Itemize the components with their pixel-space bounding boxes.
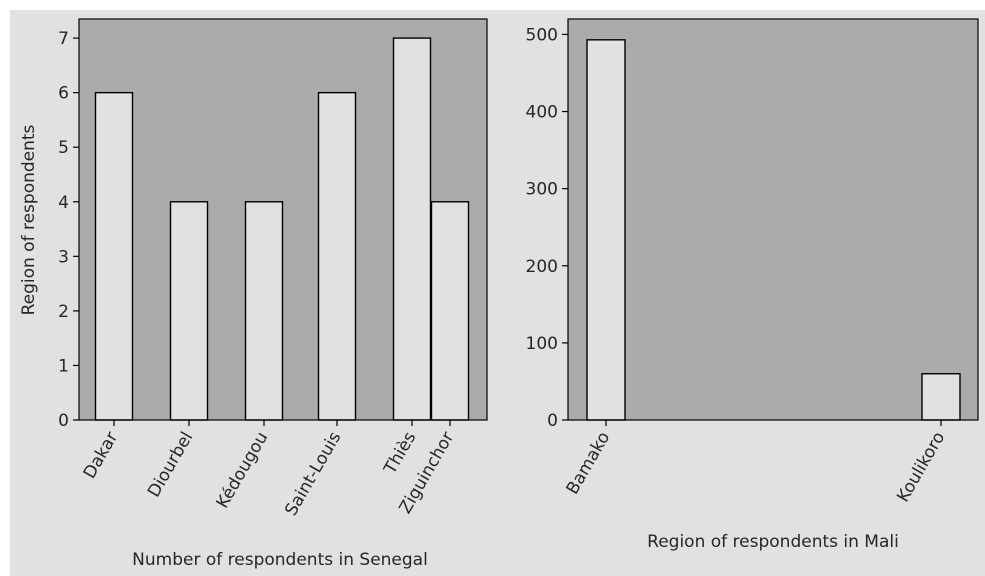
senegal-plot-frame — [78, 18, 488, 421]
mali-plot-area — [568, 19, 978, 420]
mali-y-tick-label: 200 — [526, 257, 558, 277]
senegal-x-axis-label: Number of respondents in Senegal — [132, 550, 428, 570]
senegal-y-axis-label: Region of respondents — [19, 124, 39, 315]
mali-y-tick-label: 500 — [526, 25, 558, 45]
senegal-bars — [94, 37, 470, 421]
senegal-bar-diourbel — [169, 201, 209, 421]
senegal-bar-dakar — [94, 91, 134, 421]
senegal-y-tick-label: 1 — [58, 356, 69, 376]
senegal-y-tick-label: 6 — [58, 84, 69, 104]
senegal-bar-ziguinchor — [430, 201, 470, 421]
senegal-y-tick-label: 2 — [58, 302, 69, 322]
mali-bar-koulikoro — [921, 373, 961, 421]
mali-y-tick-label: 0 — [547, 411, 558, 431]
senegal-y-tick-label: 3 — [58, 247, 69, 267]
mali-x-axis-label: Region of respondents in Mali — [647, 532, 899, 552]
mali-y-tick-label: 400 — [526, 103, 558, 123]
senegal-bar-saint-louis — [317, 91, 357, 421]
senegal-y-axis: 0 1 2 3 4 5 6 7 — [58, 29, 79, 431]
senegal-y-tick-label: 0 — [58, 411, 69, 431]
senegal-y-tick-label: 4 — [58, 193, 69, 213]
mali-y-axis: 0 100 200 300 400 500 — [526, 25, 568, 431]
mali-plot-frame — [567, 18, 979, 421]
senegal-bar-kedougou — [244, 201, 284, 421]
senegal-y-tick-label: 5 — [58, 138, 69, 158]
mali-bars — [586, 39, 961, 421]
mali-y-tick-label: 100 — [526, 334, 558, 354]
mali-bar-bamako — [586, 39, 626, 421]
mali-y-tick-label: 300 — [526, 180, 558, 200]
senegal-y-tick-label: 7 — [58, 29, 69, 49]
senegal-bar-thies — [392, 37, 432, 421]
